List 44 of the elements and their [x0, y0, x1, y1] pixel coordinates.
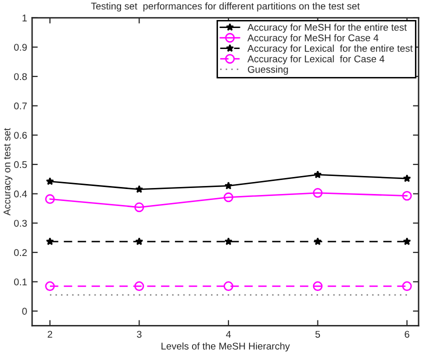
point	[134, 281, 144, 292]
point	[314, 237, 322, 246]
point	[224, 182, 232, 190]
point	[402, 190, 412, 201]
legend-label: Guessing	[248, 66, 288, 75]
y-tick-label: 0	[22, 308, 27, 315]
y-tick-label: 0.9	[14, 44, 27, 51]
point	[312, 281, 323, 292]
y-tick-label: 0.5	[14, 161, 27, 168]
point	[46, 177, 54, 185]
chart-title: Testing set performances for different partitions on the test set	[91, 2, 360, 12]
point	[134, 202, 144, 212]
y-tick-label: 0.8	[14, 73, 27, 80]
x-tick-label: 4	[226, 330, 231, 338]
legend-label: Accuracy for MeSH for the entire test	[247, 24, 407, 33]
y-tick-label: 0.4	[14, 190, 27, 198]
legend-label: Accuracy for Lexical for the entire test	[247, 44, 413, 54]
y-tick-label: 0.2	[14, 249, 27, 256]
legend-label: Accuracy for Lexical for Case 4	[247, 55, 384, 64]
legend-label: Accuracy for MeSH for Case 4	[247, 34, 378, 44]
point	[135, 185, 144, 193]
point	[45, 194, 55, 204]
x-tick-label: 5	[315, 330, 320, 338]
point	[314, 170, 322, 178]
point	[45, 281, 55, 292]
x-axis-title: Levels of the MeSH Hierarchy	[162, 342, 290, 352]
point	[312, 188, 323, 198]
point	[402, 281, 412, 292]
point	[224, 237, 232, 246]
y-tick-label: 1	[22, 14, 27, 22]
y-axis-title: Accuracy on test set	[4, 128, 12, 216]
y-tick-label: 0.1	[14, 278, 27, 286]
x-tick-label: 2	[48, 330, 52, 338]
x-tick-label: 6	[404, 330, 410, 338]
point	[402, 237, 411, 246]
point	[402, 174, 411, 182]
point	[135, 237, 144, 246]
point	[46, 237, 54, 246]
x-tick-label: 3	[136, 330, 142, 338]
point	[224, 281, 234, 292]
point	[224, 192, 234, 202]
y-tick-label: 0.6	[14, 132, 27, 139]
y-tick-label: 0.7	[14, 102, 27, 110]
y-tick-label: 0.3	[14, 220, 27, 227]
